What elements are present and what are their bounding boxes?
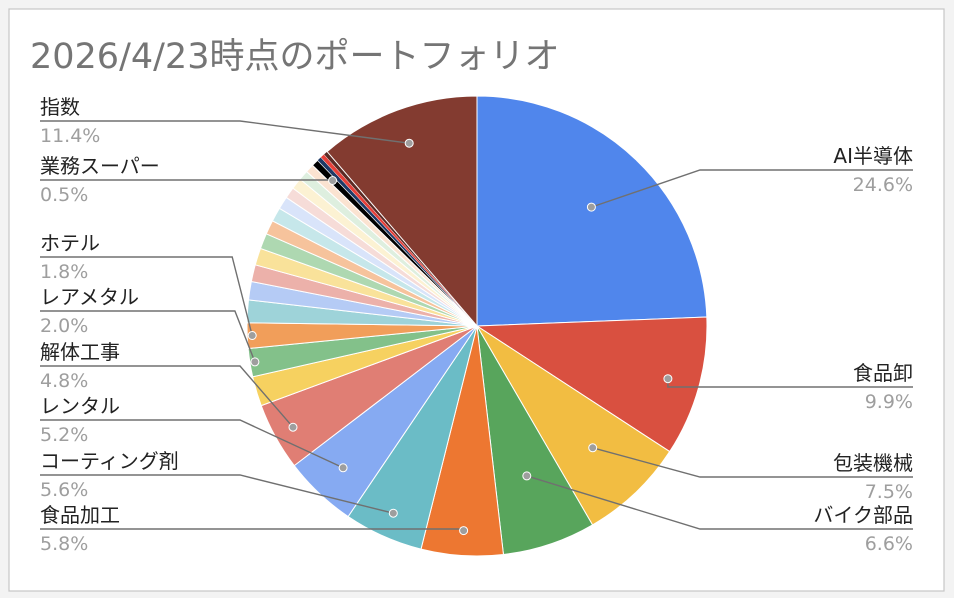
- slice-9-leader-dot: [250, 357, 260, 367]
- slice-27-label: 指数: [40, 95, 80, 119]
- slice-23-percent: 0.5%: [40, 184, 88, 206]
- slice-27: [326, 95, 478, 328]
- slice-4-label: 食品加工: [40, 503, 120, 527]
- slice-1-percent: 9.9%: [865, 391, 913, 413]
- slice-2-percent: 7.5%: [865, 481, 913, 503]
- slice-5-leader-line: [40, 474, 394, 514]
- slice-3-label: バイク部品: [813, 503, 913, 527]
- slice-4-percent: 5.8%: [40, 533, 88, 555]
- slice-7-leader-dot: [288, 422, 298, 432]
- slice-10-percent: 1.8%: [40, 261, 88, 283]
- slice-6-percent: 5.2%: [40, 424, 88, 446]
- slice-27-leader-dot: [404, 138, 414, 148]
- slice-10-leader-dot: [247, 331, 257, 340]
- slice-3-percent: 6.6%: [865, 533, 913, 555]
- slice-0-leader-dot: [586, 202, 596, 212]
- slice-9-label: レアメタル: [40, 285, 139, 309]
- slice-10-leader-line: [40, 256, 253, 336]
- slice-23-label: 業務スーパー: [40, 154, 160, 178]
- slice-27-percent: 11.4%: [40, 125, 100, 147]
- slice-23-leader-dot: [328, 176, 338, 185]
- slice-3-leader-dot: [522, 471, 532, 481]
- slice-27-leader-line: [40, 120, 410, 144]
- chart-title: 2026/4/23時点のポートフォリオ: [30, 37, 559, 77]
- slice-10-label: ホテル: [40, 231, 100, 255]
- slice-6-label: レンタル: [40, 394, 120, 418]
- pie-slices: [246, 95, 708, 557]
- slice-0-leader-line: [591, 169, 913, 208]
- slice-2-leader-line: [592, 447, 913, 478]
- slice-7-percent: 4.8%: [40, 370, 88, 392]
- slice-9-percent: 2.0%: [40, 315, 88, 337]
- slice-9-leader-line: [40, 310, 256, 363]
- slice-6-leader-dot: [338, 463, 348, 473]
- slice-23-leader-line: [40, 179, 334, 181]
- slice-3-leader-line: [526, 475, 913, 530]
- slice-1-label: 食品卸: [853, 361, 913, 385]
- slice-2-leader-dot: [588, 443, 598, 453]
- slice-1-leader-dot: [663, 374, 673, 384]
- slice-7-label: 解体工事: [40, 340, 120, 364]
- slice-5-leader-dot: [388, 508, 398, 518]
- slice-6-leader-line: [40, 419, 344, 469]
- slice-4-leader-dot: [459, 526, 469, 536]
- slice-2-label: 包装機械: [833, 451, 913, 475]
- slice-5-label: コーティング剤: [40, 449, 179, 473]
- slice-labels: AI半導体24.6%食品卸9.9%包装機械7.5%バイク部品6.6%食品加工5.…: [40, 95, 913, 555]
- slice-7-leader-line: [40, 365, 294, 428]
- slice-5-percent: 5.6%: [40, 479, 88, 501]
- slice-2: [476, 325, 671, 526]
- slice-0-percent: 24.6%: [853, 174, 913, 196]
- slice-0-label: AI半導体: [833, 144, 913, 168]
